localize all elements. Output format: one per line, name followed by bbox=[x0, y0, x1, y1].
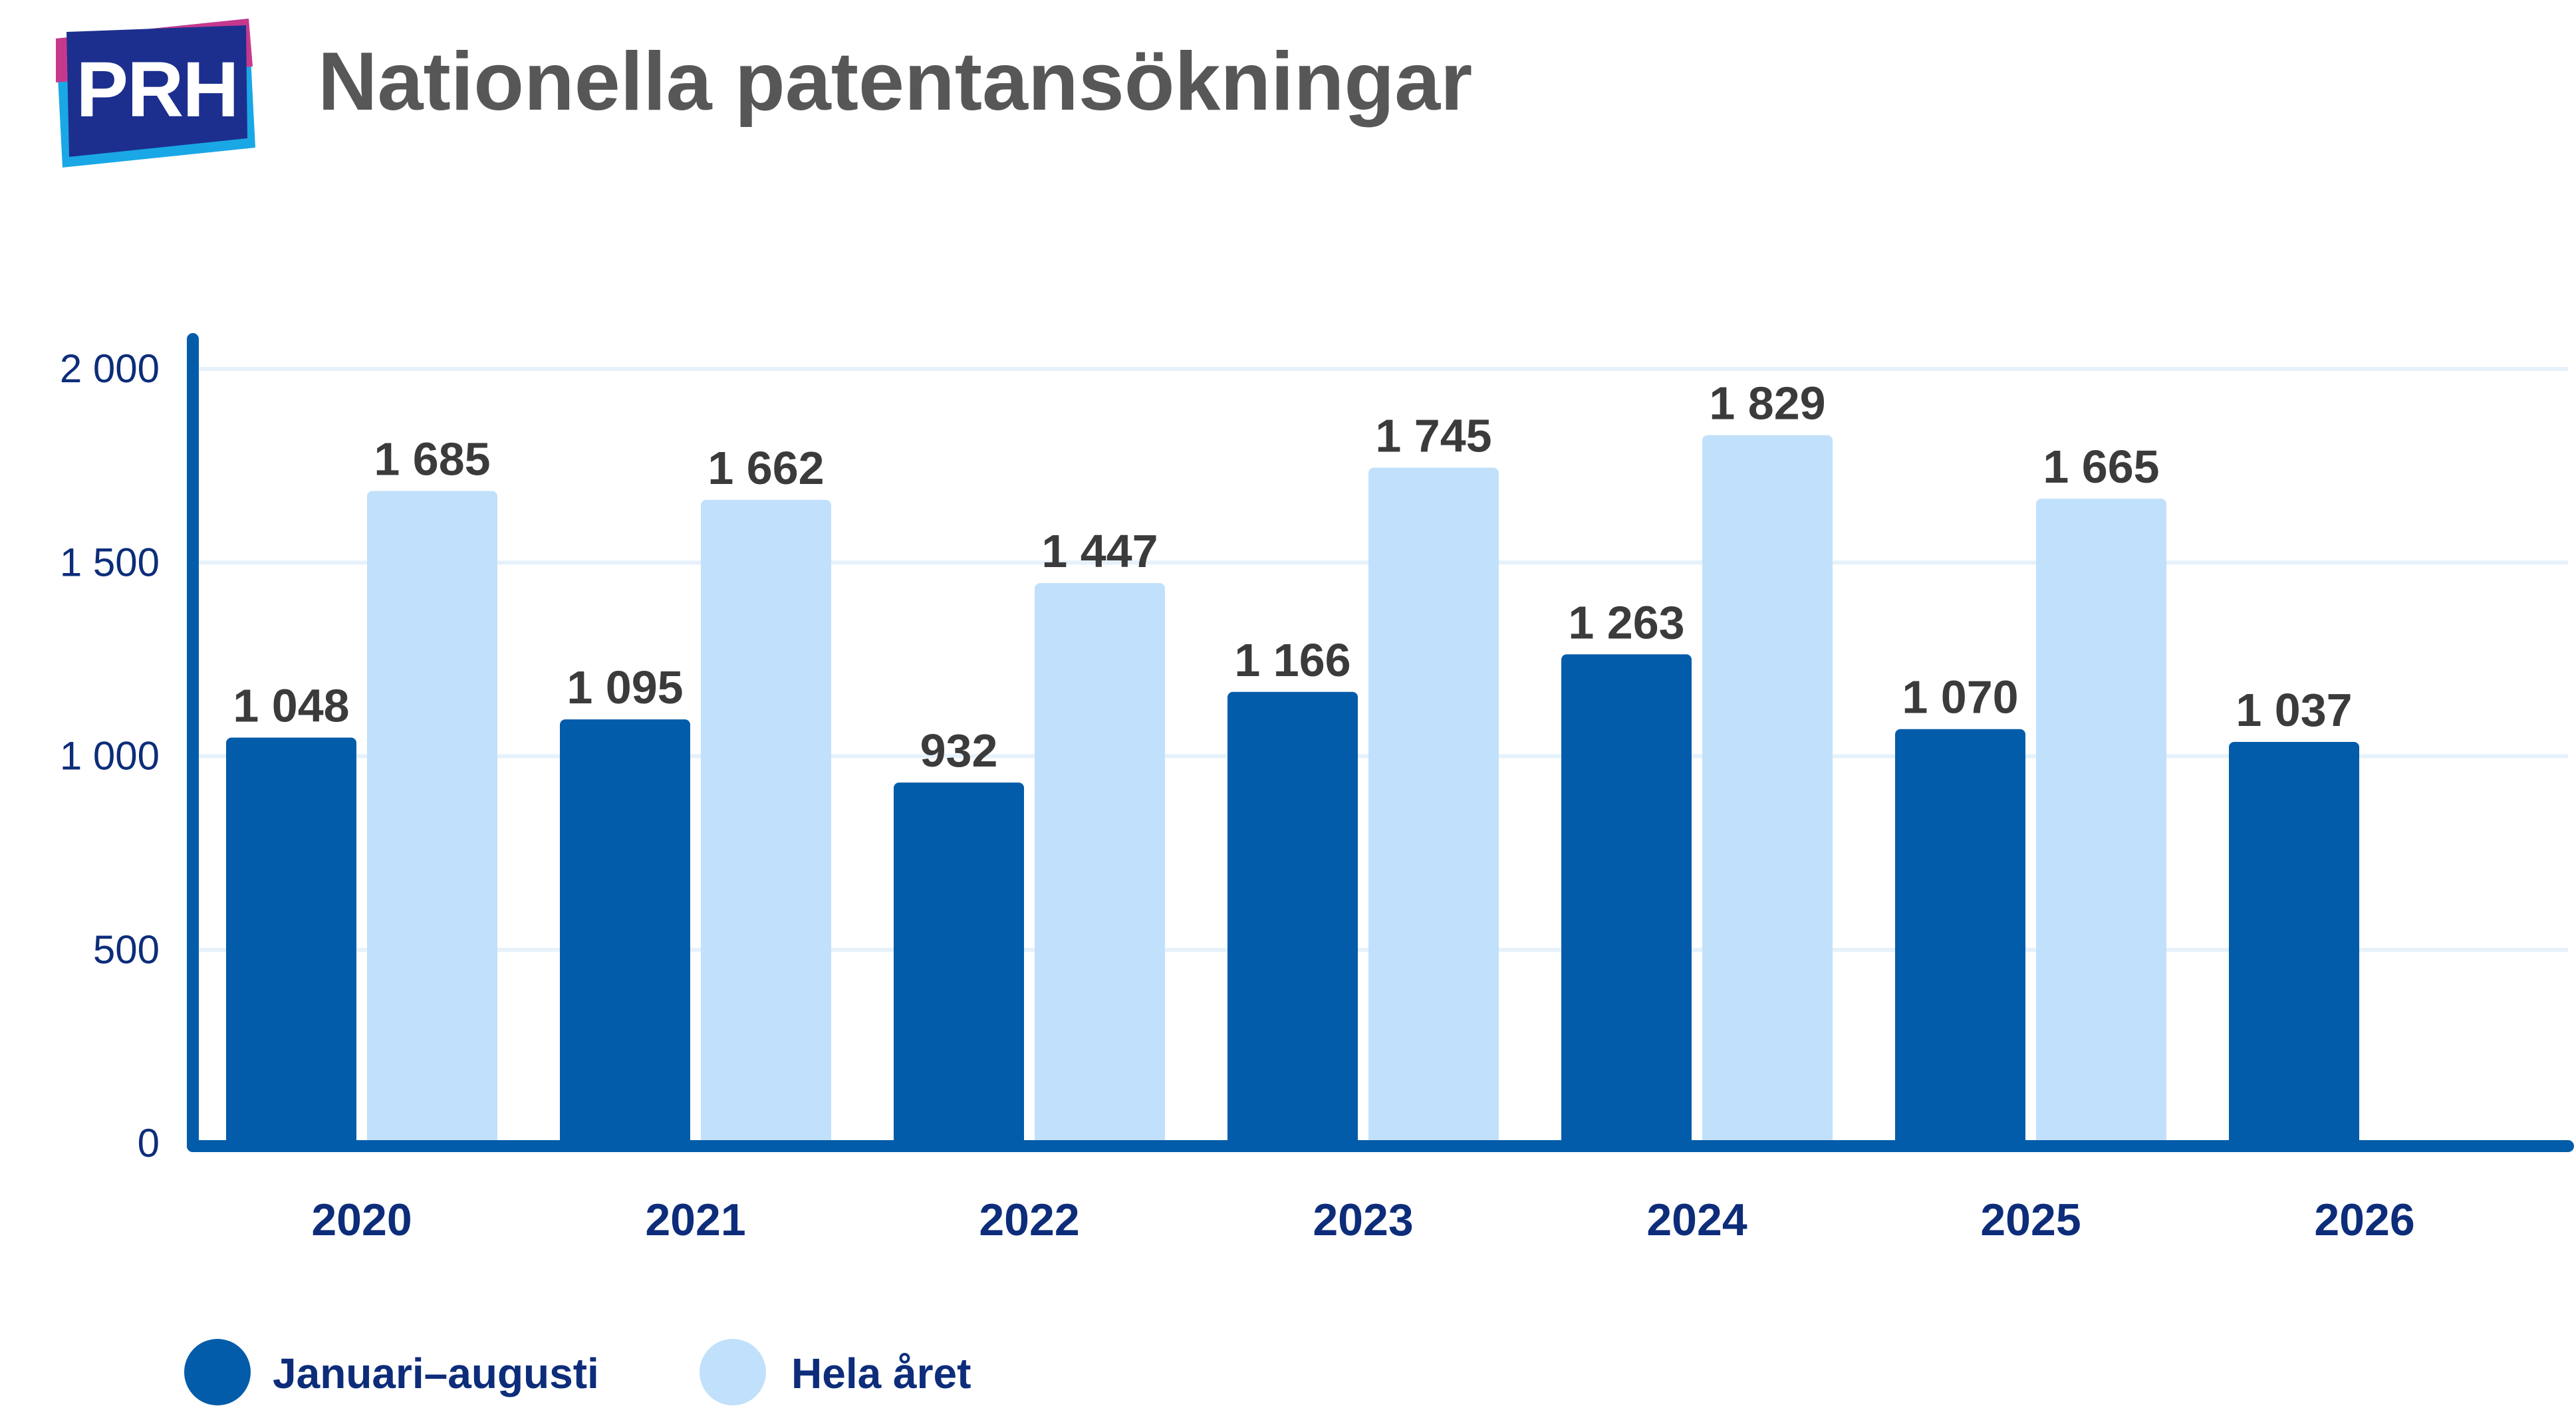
x-tick-label: 2024 bbox=[1646, 1195, 1747, 1245]
bar-full-year-2021 bbox=[701, 500, 831, 1149]
bar-jan-aug-2020 bbox=[226, 738, 356, 1149]
legend-label: Hela året bbox=[791, 1350, 971, 1397]
y-axis-ticks: 0 500 1 000 1 500 2 000 bbox=[60, 346, 160, 1165]
bars bbox=[226, 435, 2359, 1149]
bar-jan-aug-2021 bbox=[560, 719, 690, 1149]
bar-jan-aug-2025 bbox=[1895, 729, 2025, 1149]
data-label: 1 662 bbox=[708, 442, 824, 494]
bar-jan-aug-2024 bbox=[1561, 654, 1692, 1149]
data-label: 1 829 bbox=[1709, 378, 1825, 429]
data-label: 1 095 bbox=[567, 661, 683, 713]
x-tick-label: 2026 bbox=[2314, 1195, 2414, 1245]
bar-jan-aug-2022 bbox=[894, 782, 1024, 1149]
legend-label: Januari–augusti bbox=[273, 1350, 599, 1397]
data-label: 1 070 bbox=[1902, 671, 2018, 723]
bar-jan-aug-2023 bbox=[1227, 692, 1358, 1149]
legend-swatch bbox=[700, 1339, 766, 1405]
data-label: 1 447 bbox=[1041, 525, 1158, 577]
data-label: 1 263 bbox=[1568, 596, 1684, 648]
legend-swatch bbox=[184, 1339, 251, 1405]
legend: Januari–augusti Hela året bbox=[184, 1339, 971, 1405]
y-tick-label: 1 500 bbox=[60, 540, 160, 584]
y-tick-label: 1 000 bbox=[60, 734, 160, 778]
y-tick-label: 0 bbox=[138, 1121, 160, 1165]
data-label: 1 037 bbox=[2236, 684, 2352, 736]
x-tick-label: 2023 bbox=[1313, 1195, 1413, 1245]
data-label: 932 bbox=[920, 725, 998, 776]
bar-full-year-2025 bbox=[2036, 499, 2166, 1149]
y-tick-label: 2 000 bbox=[60, 346, 160, 391]
data-label: 1 048 bbox=[233, 680, 349, 732]
data-label: 1 665 bbox=[2043, 441, 2159, 493]
bar-full-year-2023 bbox=[1368, 468, 1499, 1149]
y-tick-label: 500 bbox=[93, 927, 160, 972]
data-label: 1 745 bbox=[1375, 410, 1491, 462]
x-tick-label: 2022 bbox=[979, 1195, 1079, 1245]
bar-jan-aug-2026 bbox=[2229, 742, 2359, 1149]
bar-full-year-2024 bbox=[1702, 435, 1833, 1149]
x-tick-label: 2025 bbox=[1980, 1195, 2081, 1245]
data-label: 1 166 bbox=[1234, 634, 1351, 686]
x-tick-label: 2021 bbox=[645, 1195, 745, 1245]
bar-full-year-2022 bbox=[1035, 583, 1165, 1149]
x-tick-label: 2020 bbox=[311, 1195, 412, 1245]
bar-full-year-2020 bbox=[367, 491, 497, 1149]
x-axis-labels: 2020 2021 2022 2023 2024 2025 2026 bbox=[311, 1195, 2414, 1245]
data-label: 1 685 bbox=[374, 433, 490, 485]
